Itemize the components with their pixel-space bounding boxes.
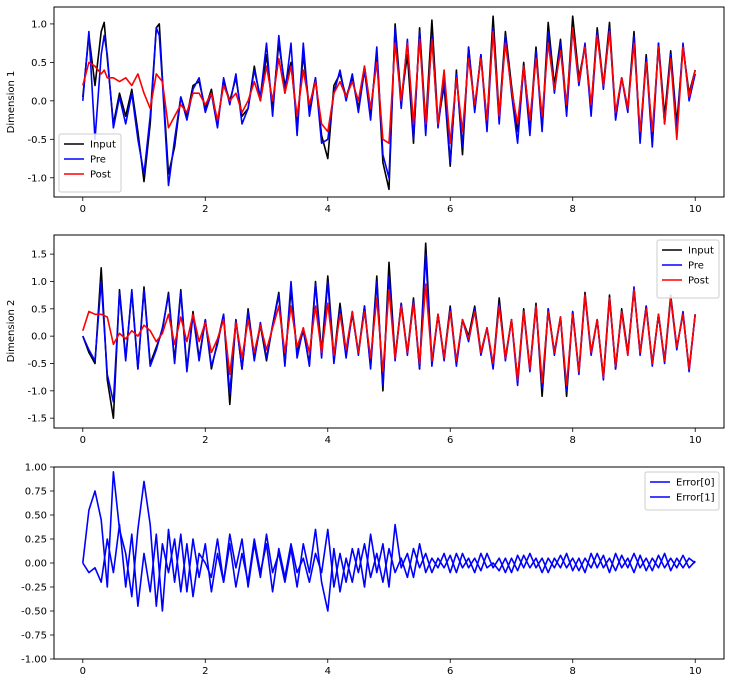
x-tick-label: 6 [447, 204, 453, 215]
y-tick-label: -1.0 [27, 173, 47, 184]
panel-error: 0 2 4 6 8 10 -1.00 -0.75 -0.50 -0.25 0.00 0.25 0.50… [21, 463, 725, 677]
x-tick-label: 8 [570, 204, 576, 215]
x-tick-label: 6 [447, 435, 453, 446]
panel-1-xticks: 0 2 4 6 8 10 [80, 197, 702, 215]
x-tick-label: 10 [689, 666, 702, 677]
series-line-3-2 [82, 523, 696, 612]
legend-label: Input [90, 140, 116, 151]
x-tick-label: 0 [80, 204, 86, 215]
legend-label: Error[1] [676, 493, 715, 504]
panel-2-yticks: -1.5 -1.0 -0.5 0.0 0.5 1.0 1.5 [27, 250, 54, 425]
x-tick-label: 8 [570, 435, 576, 446]
y-tick-label: -0.25 [21, 583, 47, 594]
panel-3-lines [82, 470, 696, 612]
panel-dimension-2: 0 2 4 6 8 10 -1.5 -1.0 -0.5 0.0 0.5 1.0 1.5 Dimensi… [6, 234, 725, 446]
y-tick-label: 0.25 [25, 535, 47, 546]
panel-2-axes-frame [53, 234, 725, 429]
y-tick-label: 1.5 [31, 250, 47, 261]
panel-2-lines [82, 242, 696, 420]
y-tick-label: -1.5 [27, 414, 47, 425]
legend-label: Pre [688, 261, 704, 272]
x-tick-label: 2 [202, 666, 208, 677]
x-tick-label: 0 [80, 666, 86, 677]
x-tick-label: 2 [202, 204, 208, 215]
y-tick-label: -1.0 [27, 386, 47, 397]
x-tick-label: 10 [689, 204, 702, 215]
x-tick-label: 8 [570, 666, 576, 677]
x-tick-label: 6 [447, 666, 453, 677]
series-line-2-3 [82, 283, 696, 387]
y-tick-label: 1.0 [31, 19, 47, 30]
y-tick-label: -0.75 [21, 631, 47, 642]
y-tick-label: 1.00 [25, 463, 47, 474]
y-tick-label: 0.5 [31, 304, 47, 315]
y-tick-label: -0.5 [27, 135, 47, 146]
panel-1-ylabel: Dimension 1 [6, 71, 17, 134]
panel-3-yticks: -1.00 -0.75 -0.50 -0.25 0.00 0.25 0.50 0.75 1.00 [21, 463, 54, 666]
panel-1-lines [82, 15, 696, 191]
x-tick-label: 4 [325, 666, 331, 677]
panel-1-legend: Input Pre Post [58, 133, 122, 193]
y-tick-label: 0.75 [25, 487, 47, 498]
legend-box [58, 133, 122, 193]
legend-label: Error[0] [676, 478, 715, 489]
series-line-1-2 [82, 26, 696, 187]
y-tick-label: 0.50 [25, 511, 47, 522]
series-line-1-3 [82, 26, 696, 144]
panel-1-yticks: -1.0 -0.5 0.0 0.5 1.0 [27, 19, 54, 184]
legend-label: Pre [90, 155, 106, 166]
x-tick-label: 4 [325, 204, 331, 215]
legend-label: Post [90, 170, 111, 181]
y-tick-label: 0.0 [31, 332, 47, 343]
y-tick-label: -0.50 [21, 607, 47, 618]
panel-3-legend: Error[0] Error[1] [644, 471, 720, 511]
x-tick-label: 0 [80, 435, 86, 446]
y-tick-label: -1.00 [21, 655, 47, 666]
panel-2-legend: Input Pre Post [656, 239, 720, 299]
panel-1-axes-frame [53, 6, 725, 198]
panel-2-xticks: 0 2 4 6 8 10 [80, 428, 702, 446]
y-tick-label: -0.5 [27, 359, 47, 370]
y-tick-label: 0.0 [31, 96, 47, 107]
panel-dimension-1: 0 2 4 6 8 10 -1.0 -0.5 0.0 0.5 1.0 Dimension 1 In… [6, 6, 725, 215]
y-tick-label: 1.0 [31, 277, 47, 288]
legend-label: Input [688, 246, 714, 257]
panel-2-ylabel: Dimension 2 [6, 300, 17, 363]
legend-label: Post [688, 276, 709, 287]
x-tick-label: 2 [202, 435, 208, 446]
x-tick-label: 10 [689, 435, 702, 446]
panel-3-xticks: 0 2 4 6 8 10 [80, 659, 702, 677]
legend-box [656, 239, 720, 299]
y-tick-label: 0.5 [31, 58, 47, 69]
series-line-3-1 [82, 470, 696, 612]
y-tick-label: 0.00 [25, 559, 47, 570]
x-tick-label: 4 [325, 435, 331, 446]
